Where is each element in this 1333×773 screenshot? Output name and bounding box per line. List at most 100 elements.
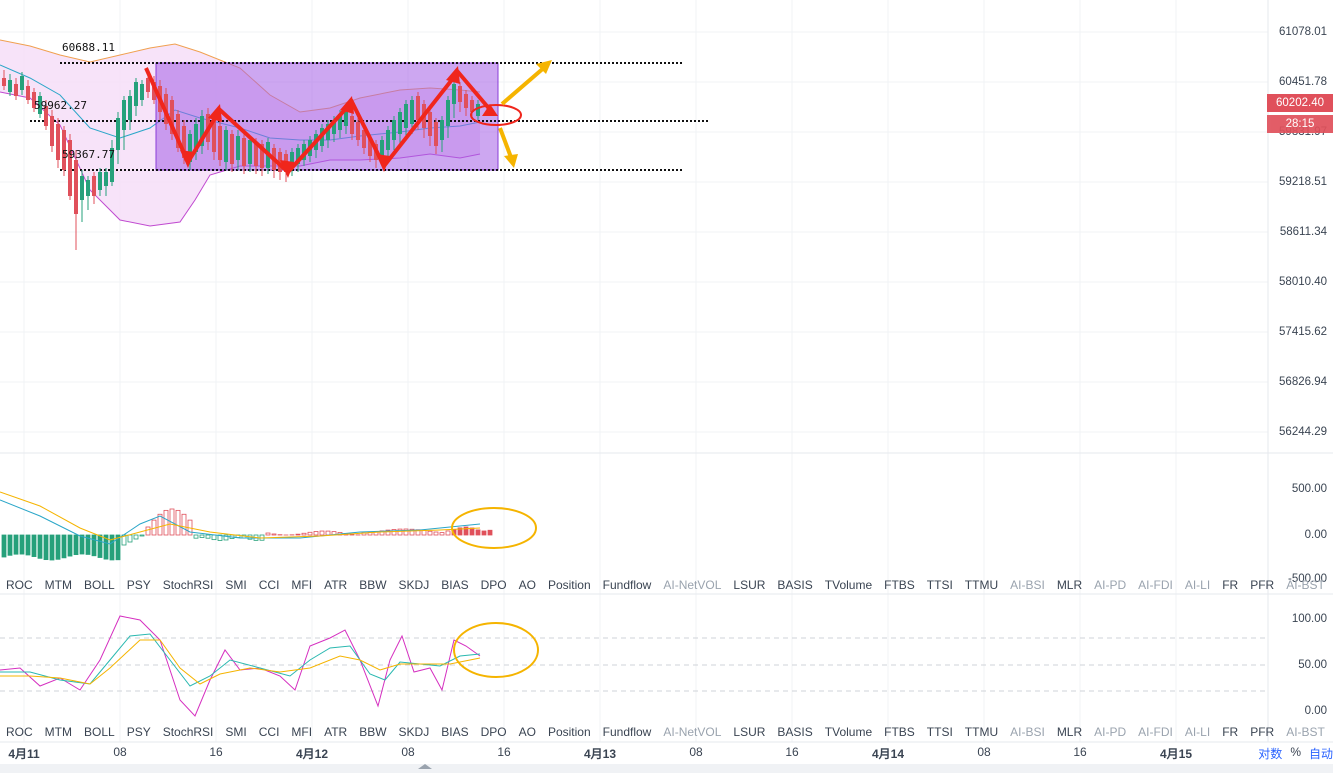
indicator-tab-cci[interactable]: CCI <box>258 725 280 739</box>
indicator-tab-dpo[interactable]: DPO <box>480 578 507 592</box>
indicator-tab-mlr[interactable]: MLR <box>1056 578 1083 592</box>
macd-bar <box>481 530 487 536</box>
indicator-tab-fr[interactable]: FR <box>1222 725 1239 739</box>
price-axis-label: 58611.34 <box>1279 226 1327 238</box>
macd-bar <box>271 533 277 536</box>
indicator-tab-pfr[interactable]: PFR <box>1250 725 1275 739</box>
indicator-tab-bias[interactable]: BIAS <box>441 725 469 739</box>
indicator-tab-ttsi[interactable]: TTSI <box>926 725 953 739</box>
macd-bar <box>139 534 145 537</box>
indicator-tab-lsur[interactable]: LSUR <box>733 725 766 739</box>
macd-focus-ellipse <box>451 507 537 549</box>
indicator-tab-stochrsi[interactable]: StochRSI <box>162 578 214 592</box>
price-axis-label: 56244.29 <box>1279 426 1327 438</box>
indicator-tab-mlr[interactable]: MLR <box>1056 725 1083 739</box>
indicator-tab-ttsi[interactable]: TTSI <box>926 578 953 592</box>
indicator-tab-ai-li[interactable]: AI-LI <box>1184 725 1211 739</box>
indicator-tab-fr[interactable]: FR <box>1222 578 1239 592</box>
horizontal-scrollbar[interactable] <box>0 764 1333 773</box>
percent-scale-toggle[interactable]: % <box>1290 745 1301 759</box>
indicator-tab-pfr[interactable]: PFR <box>1250 578 1275 592</box>
zigzag-arrowheads <box>180 66 498 178</box>
indicator-tab-atr[interactable]: ATR <box>324 725 348 739</box>
indicator-tab-psy[interactable]: PSY <box>126 578 151 592</box>
time-axis-label: 4月11 <box>8 747 40 761</box>
indicator-tab-skdj[interactable]: SKDJ <box>398 725 430 739</box>
indicator-tab-ai-pd[interactable]: AI-PD <box>1094 725 1127 739</box>
macd-bar <box>157 513 163 536</box>
indicator-tab-fundflow[interactable]: Fundflow <box>602 725 652 739</box>
indicator-tab-boll[interactable]: BOLL <box>84 578 115 592</box>
indicator-tab-ftbs[interactable]: FTBS <box>884 578 915 592</box>
indicator-tab-ftbs[interactable]: FTBS <box>884 725 915 739</box>
price-axis-label: 56826.94 <box>1279 376 1327 388</box>
indicator-tab-bbw[interactable]: BBW <box>359 578 387 592</box>
log-scale-toggle[interactable]: 对数 <box>1258 747 1283 761</box>
indicator-tab-position[interactable]: Position <box>547 578 591 592</box>
candle-body <box>230 134 234 164</box>
indicator-tab-roc[interactable]: ROC <box>6 578 33 592</box>
candle-body <box>434 122 438 146</box>
indicator-tab-mtm[interactable]: MTM <box>44 725 72 739</box>
indicator-tab-skdj[interactable]: SKDJ <box>398 578 430 592</box>
indicator-tab-ai-netvol[interactable]: AI-NetVOL <box>663 578 722 592</box>
indicator-tab-ai-netvol[interactable]: AI-NetVOL <box>663 725 722 739</box>
indicator-tab-mfi[interactable]: MFI <box>291 578 313 592</box>
indicator-tab-ai-li[interactable]: AI-LI <box>1184 578 1211 592</box>
indicator-tab-cci[interactable]: CCI <box>258 578 280 592</box>
indicator-tab-mfi[interactable]: MFI <box>291 725 313 739</box>
candle-body <box>170 100 174 134</box>
indicator-tab-basis[interactable]: BASIS <box>777 578 813 592</box>
indicator-tab-bbw[interactable]: BBW <box>359 725 387 739</box>
indicator-tab-stochrsi[interactable]: StochRSI <box>162 725 214 739</box>
indicator-tab-mtm[interactable]: MTM <box>44 578 72 592</box>
candle-body <box>182 126 186 158</box>
indicator-tab-boll[interactable]: BOLL <box>84 725 115 739</box>
candle-body <box>122 100 126 130</box>
auto-scale-toggle[interactable]: 自动 <box>1308 747 1333 761</box>
macd-bar <box>319 530 325 536</box>
candle-body <box>380 140 384 158</box>
macd-bar <box>91 534 97 557</box>
macd-bar <box>409 528 415 536</box>
indicator-tab-ao[interactable]: AO <box>518 578 536 592</box>
candle-body <box>410 100 414 124</box>
indicator-tab-dpo[interactable]: DPO <box>480 725 507 739</box>
indicator-tab-smi[interactable]: SMI <box>225 725 247 739</box>
indicator-tab-ai-bst[interactable]: AI-BST <box>1286 578 1325 592</box>
macd-bar <box>103 534 109 560</box>
candle-body <box>386 130 390 150</box>
indicator-tab-tvolume[interactable]: TVolume <box>824 578 873 592</box>
kdj-k-line <box>0 633 481 687</box>
indicator-tab-ai-fdi[interactable]: AI-FDI <box>1138 578 1173 592</box>
candle-body <box>398 112 402 134</box>
indicator-tab-roc[interactable]: ROC <box>6 725 33 739</box>
macd-bar <box>469 527 475 536</box>
time-axis[interactable]: 4月11 08 16 4月12 08 16 4月13 08 16 4月14 08 16 4月15 <box>0 742 1268 764</box>
indicator-tab-ai-bsi[interactable]: AI-BSI <box>1010 578 1045 592</box>
indicator-tab-lsur[interactable]: LSUR <box>733 578 766 592</box>
indicator-tab-position[interactable]: Position <box>547 725 591 739</box>
indicator-tab-ai-bsi[interactable]: AI-BSI <box>1010 725 1045 739</box>
indicator-tab-basis[interactable]: BASIS <box>777 725 813 739</box>
macd-bar <box>73 534 79 556</box>
indicator-tab-ao[interactable]: AO <box>518 725 536 739</box>
candle-body <box>254 142 258 166</box>
indicator-tab-ai-fdi[interactable]: AI-FDI <box>1138 725 1173 739</box>
indicator-tab-smi[interactable]: SMI <box>225 578 247 592</box>
macd-bar <box>439 532 445 536</box>
last-price-tag: 60202.40 <box>1267 94 1333 112</box>
scroll-handle[interactable] <box>418 764 432 769</box>
indicator-tab-atr[interactable]: ATR <box>324 578 348 592</box>
indicator-tab-ttmu[interactable]: TTMU <box>964 578 999 592</box>
indicator-tab-bias[interactable]: BIAS <box>441 578 469 592</box>
indicator-tab-psy[interactable]: PSY <box>126 725 151 739</box>
indicator-tab-tvolume[interactable]: TVolume <box>824 725 873 739</box>
indicator-tab-ttmu[interactable]: TTMU <box>964 725 999 739</box>
indicator-tab-ai-pd[interactable]: AI-PD <box>1094 578 1127 592</box>
macd-axis-label: 500.00 <box>1291 483 1327 495</box>
indicator-tab-ai-bst[interactable]: AI-BST <box>1286 725 1325 739</box>
indicator-tab-fundflow[interactable]: Fundflow <box>602 578 652 592</box>
candle-body <box>326 124 330 140</box>
